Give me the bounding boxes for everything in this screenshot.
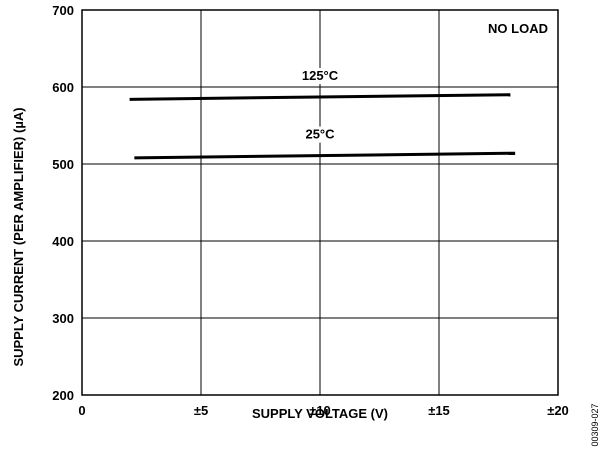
y-tick-label: 400: [52, 234, 74, 249]
y-axis-ticks: 200 300 400 500 600 700: [52, 3, 74, 403]
y-axis-label: SUPPLY CURRENT (PER AMPLIFIER) (µA): [11, 107, 26, 366]
figure-id: 00309-027: [590, 403, 600, 446]
x-tick-label: 0: [78, 403, 85, 418]
x-tick-label: ±10: [309, 403, 331, 418]
series-label-bg: [292, 68, 348, 85]
y-tick-label: 600: [52, 80, 74, 95]
x-tick-label: ±15: [428, 403, 450, 418]
series-label-bg: [292, 126, 348, 143]
x-tick-label: ±20: [547, 403, 569, 418]
series-label-0: 125°C: [302, 68, 339, 83]
y-tick-label: 200: [52, 388, 74, 403]
series-line-0: [129, 93, 511, 101]
series-layer: 125°C 25°C: [129, 68, 516, 160]
y-tick-label: 300: [52, 311, 74, 326]
series-label-1: 25°C: [305, 127, 335, 142]
y-tick-label: 700: [52, 3, 74, 18]
x-tick-label: ±5: [194, 403, 208, 418]
plot-area-frame: [81, 9, 559, 396]
x-axis-label: SUPPLY VOLTAGE (V): [252, 406, 388, 421]
no-load-annotation: NO LOAD: [488, 21, 548, 36]
series-line-1: [134, 151, 516, 160]
x-axis-ticks: 0 ±5 ±10 ±15 ±20: [78, 403, 568, 418]
y-tick-label: 500: [52, 157, 74, 172]
